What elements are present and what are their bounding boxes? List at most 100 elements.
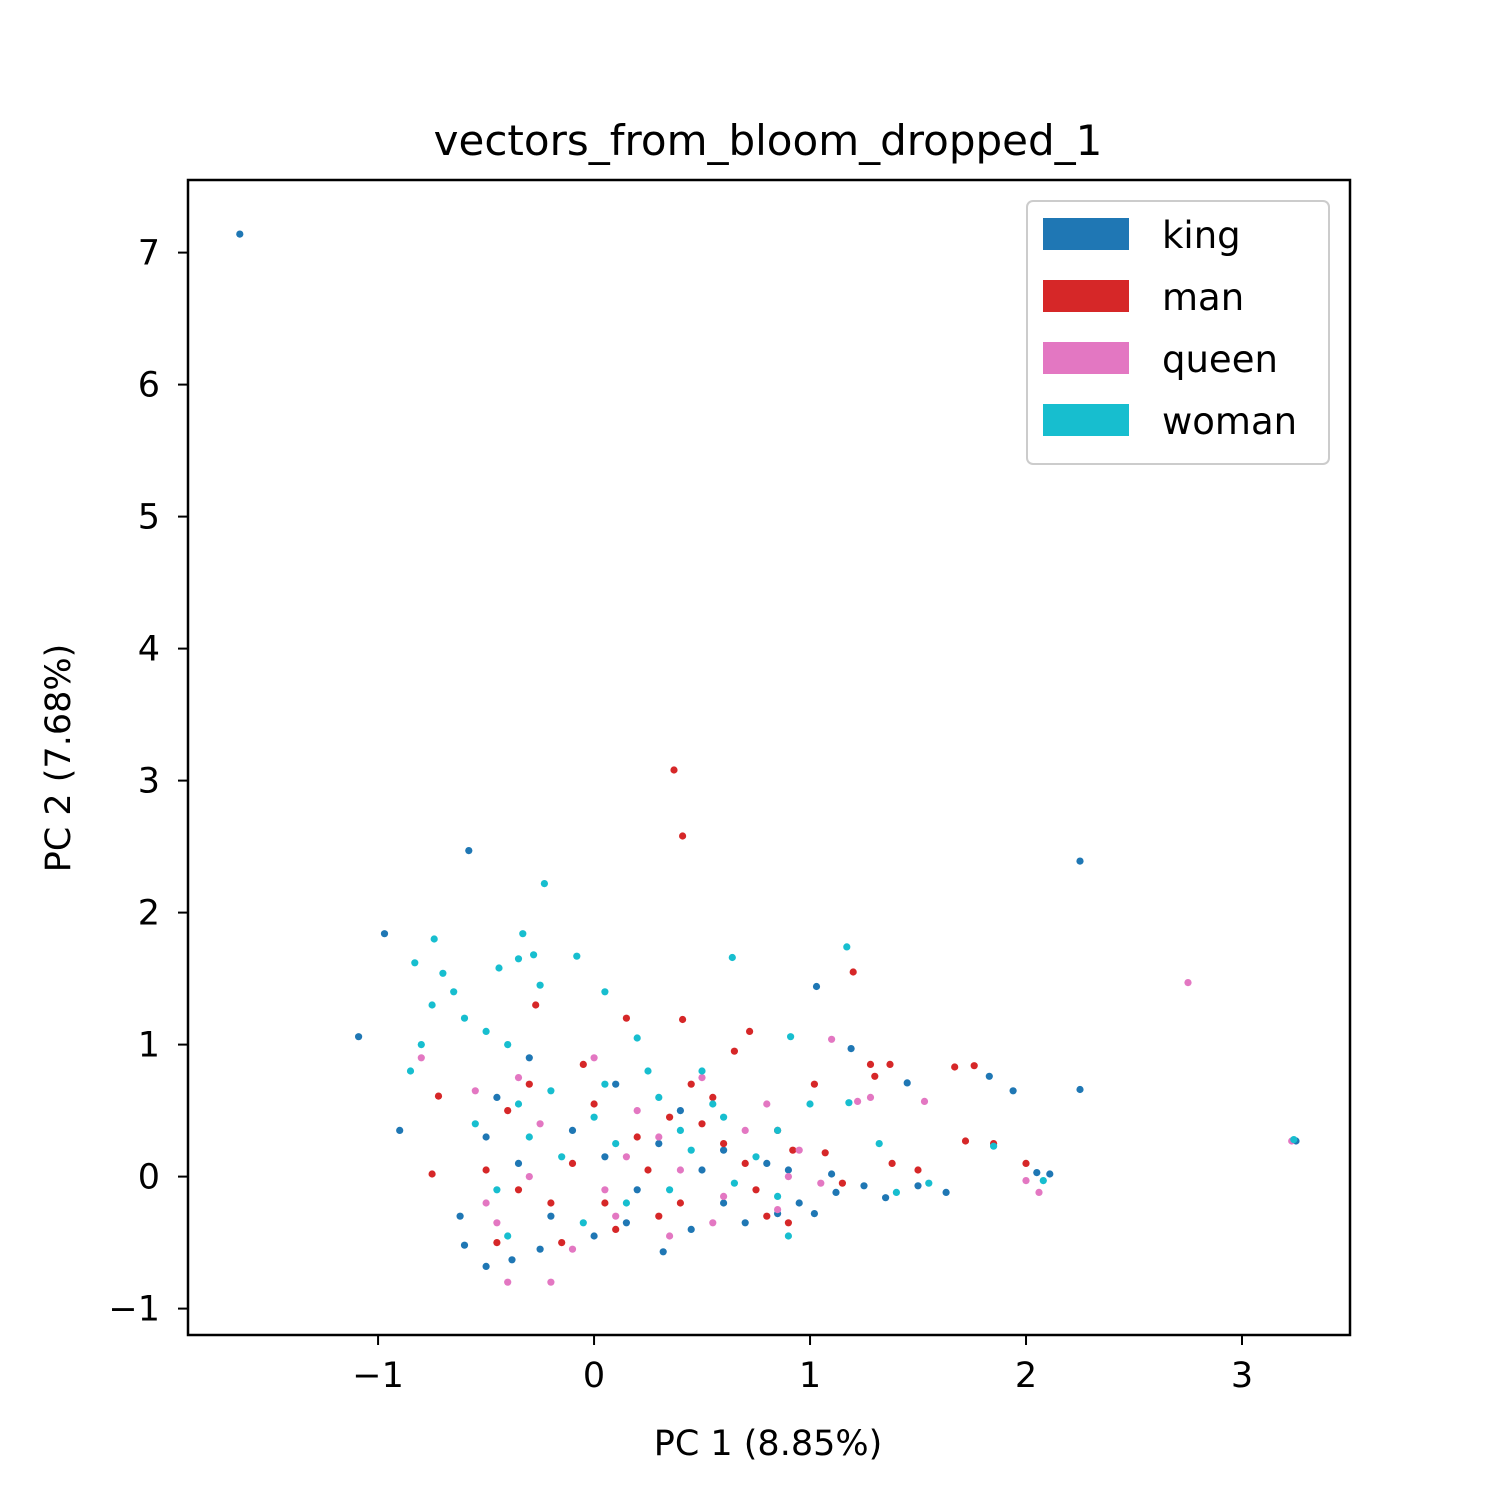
point-king — [482, 1262, 490, 1270]
y-tick-label: 2 — [138, 894, 160, 934]
point-king — [380, 930, 389, 938]
point-woman — [845, 1099, 853, 1107]
point-woman — [482, 1027, 490, 1035]
point-king — [810, 1210, 819, 1218]
point-king — [985, 1072, 993, 1080]
point-man — [679, 832, 687, 840]
point-man — [676, 1199, 685, 1207]
point-man — [493, 1239, 501, 1247]
point-woman — [495, 964, 503, 972]
point-queen — [601, 1186, 609, 1194]
point-man — [866, 1060, 875, 1068]
y-axis-label: PC 2 (7.68%) — [39, 644, 79, 873]
point-man — [428, 1170, 436, 1178]
point-queen — [590, 1054, 598, 1062]
point-woman — [622, 1199, 631, 1207]
y-tick-label: −1 — [108, 1290, 160, 1330]
point-woman — [573, 952, 581, 960]
point-king — [590, 1232, 598, 1240]
point-king — [659, 1248, 667, 1256]
point-woman — [493, 1186, 501, 1194]
point-king — [795, 1199, 803, 1207]
point-woman — [655, 1093, 663, 1101]
y-tick-label: 6 — [138, 366, 160, 406]
point-man — [601, 1199, 609, 1207]
point-woman — [720, 1113, 728, 1121]
point-man — [886, 1060, 894, 1068]
y-tick-label: 0 — [138, 1158, 160, 1198]
point-woman — [601, 1080, 609, 1088]
legend-frame — [1026, 200, 1330, 465]
point-woman — [579, 1219, 587, 1227]
point-king — [465, 847, 473, 855]
point-queen — [720, 1192, 728, 1200]
point-queen — [854, 1097, 862, 1105]
point-king — [601, 1153, 609, 1161]
point-woman — [644, 1067, 652, 1075]
point-queen — [482, 1199, 490, 1207]
point-man — [666, 1113, 674, 1121]
point-man — [670, 766, 678, 774]
point-man — [914, 1166, 922, 1174]
point-king — [633, 1186, 641, 1194]
point-man — [730, 1047, 739, 1055]
point-queen — [741, 1126, 749, 1134]
point-woman — [925, 1179, 933, 1187]
point-king — [676, 1107, 685, 1115]
point-queen — [504, 1278, 512, 1286]
point-man — [698, 1120, 706, 1128]
x-axis: −1 0 1 2 3 — [352, 1335, 1253, 1396]
point-king — [460, 1241, 469, 1249]
point-queen — [514, 1074, 523, 1082]
point-queen — [547, 1278, 555, 1286]
point-queen — [763, 1100, 771, 1108]
point-woman — [774, 1192, 782, 1200]
point-woman — [406, 1067, 415, 1075]
legend-swatch-queen — [1043, 342, 1129, 374]
point-man — [644, 1166, 652, 1174]
point-queen — [774, 1206, 782, 1214]
point-woman — [514, 1100, 523, 1108]
point-queen — [828, 1035, 836, 1043]
point-woman — [536, 981, 544, 989]
point-king — [763, 1159, 771, 1167]
point-man — [504, 1107, 512, 1115]
point-king — [655, 1140, 663, 1148]
point-queen — [633, 1107, 641, 1115]
point-queen — [676, 1166, 685, 1174]
chart-title: vectors_from_bloom_dropped_1 — [434, 116, 1103, 165]
point-queen — [795, 1146, 803, 1154]
point-man — [746, 1027, 754, 1035]
x-tick-label: 3 — [1231, 1356, 1253, 1396]
point-queen — [920, 1097, 929, 1105]
point-queen — [817, 1179, 825, 1187]
point-king — [882, 1194, 890, 1202]
point-man — [720, 1140, 728, 1148]
point-woman — [892, 1188, 901, 1196]
point-woman — [439, 969, 447, 977]
point-man — [622, 1014, 631, 1022]
point-king — [741, 1219, 749, 1227]
point-king — [860, 1182, 868, 1190]
legend-label-queen: queen — [1162, 338, 1278, 381]
point-king — [622, 1219, 631, 1227]
point-man — [763, 1212, 771, 1220]
point-woman — [411, 959, 419, 967]
point-woman — [1039, 1177, 1047, 1185]
point-man — [579, 1060, 587, 1068]
point-king — [832, 1188, 840, 1196]
series-woman — [406, 880, 1298, 1240]
point-woman — [525, 1133, 533, 1141]
y-tick-label: 3 — [138, 762, 160, 802]
point-king — [612, 1080, 620, 1088]
point-king — [547, 1212, 555, 1220]
point-man — [655, 1212, 663, 1220]
point-woman — [1290, 1136, 1298, 1144]
point-queen — [1035, 1188, 1043, 1196]
point-king — [568, 1126, 577, 1134]
point-king — [903, 1079, 911, 1087]
point-king — [847, 1045, 855, 1053]
point-woman — [752, 1153, 760, 1161]
points-layer — [236, 230, 1300, 1286]
point-queen — [417, 1054, 425, 1062]
